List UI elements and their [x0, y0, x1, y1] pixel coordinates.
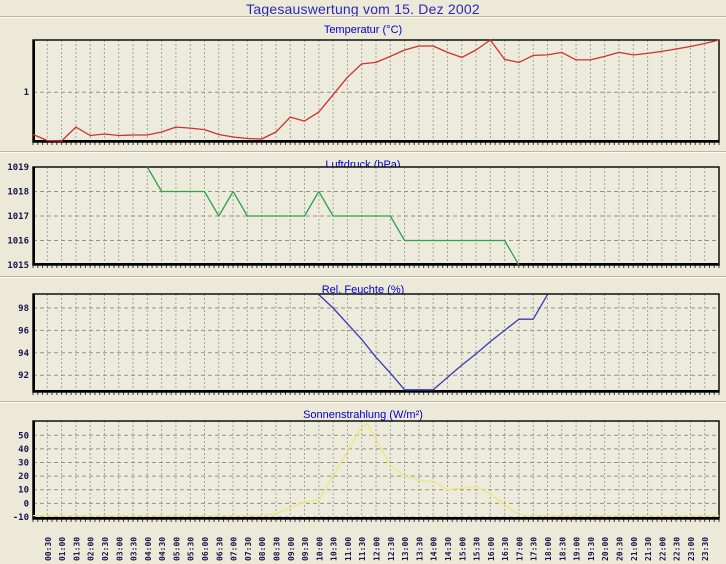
- sun-radiation-chart-plot: -10 0 10 20 30 40 50 00:30 01:00 01:30 02:00 02:30 0…: [13, 420, 720, 561]
- y-axis-tick-label: 40: [18, 445, 29, 455]
- x-axis-tick-label: 23:00: [687, 537, 696, 561]
- x-axis-tick-label: 13:30: [415, 537, 424, 561]
- x-axis-tick-label: 12:30: [387, 537, 396, 561]
- series-line: [32, 39, 720, 142]
- x-axis-tick-label: 05:30: [187, 537, 196, 561]
- y-axis-tick-label: 20: [18, 472, 29, 482]
- y-axis-tick-label: 1: [24, 88, 29, 98]
- x-axis-tick-label: 22:30: [673, 537, 682, 561]
- x-axis-tick-label: 01:00: [58, 537, 67, 561]
- x-axis-tick-label: 20:30: [615, 537, 624, 561]
- plot-area: [33, 40, 719, 142]
- x-axis-tick-label: 22:00: [658, 537, 667, 561]
- x-axis-tick-label: 07:00: [230, 537, 239, 561]
- series-line: [146, 166, 520, 266]
- x-axis-tick-label: 00:30: [44, 537, 53, 561]
- x-axis-tick-label: 10:30: [330, 537, 339, 561]
- pressure-chart-plot: 1015 1016 1017 1018 1019: [7, 163, 720, 271]
- y-axis-tick-label: 92: [18, 371, 29, 381]
- x-axis-tick-label: 19:30: [587, 537, 596, 561]
- chart-title-sun-radiation: Sonnenstrahlung (W/m²): [303, 409, 423, 421]
- chart-title-humidity: Rel. Feuchte (%): [321, 284, 405, 296]
- x-axis-tick-label: 08:30: [272, 537, 281, 561]
- y-axis-tick-label: 1015: [7, 261, 29, 271]
- x-axis-tick-label: 14:30: [444, 537, 453, 561]
- x-axis-tick-label: 21:00: [630, 537, 639, 561]
- x-axis-tick-label: 05:00: [172, 537, 181, 561]
- chart-title-temperature: Temperatur (°C): [323, 24, 403, 36]
- x-axis-tick-label: 09:00: [287, 537, 296, 561]
- x-axis-tick-label: 20:00: [601, 537, 610, 561]
- x-axis-tick-label: 09:30: [301, 537, 310, 561]
- x-axis-tick-label: 15:30: [473, 537, 482, 561]
- y-axis-tick-label: 1018: [7, 188, 29, 198]
- y-axis-tick-label: 30: [18, 459, 29, 469]
- y-axis-tick-label: 10: [18, 486, 29, 496]
- x-axis-tick-label: 04:00: [144, 537, 153, 561]
- x-axis-tick-label: 14:00: [430, 537, 439, 561]
- y-axis-tick-label: 1019: [7, 163, 29, 173]
- x-axis-tick-label: 01:30: [72, 537, 81, 561]
- x-axis-tick-label: 08:00: [258, 537, 267, 561]
- x-axis-tick-label: 15:00: [458, 537, 467, 561]
- x-axis-tick-label: 17:30: [530, 537, 539, 561]
- separator-line: [0, 276, 726, 278]
- x-axis-tick-label: 02:00: [87, 537, 96, 561]
- x-axis-tick-label: 11:00: [344, 537, 353, 561]
- page-title: Tagesauswertung vom 15. Dez 2002: [246, 1, 480, 17]
- x-axis-tick-label: 23:30: [701, 537, 710, 561]
- x-axis-tick-label: 18:00: [544, 537, 553, 561]
- x-axis-tick-label: 12:00: [373, 537, 382, 561]
- y-axis-tick-label: -10: [13, 513, 29, 523]
- x-axis-tick-label: 02:30: [101, 537, 110, 561]
- humidity-chart-plot: 92 94 96 98: [18, 293, 720, 395]
- x-axis-tick-label: 04:30: [158, 537, 167, 561]
- separator-line: [0, 16, 726, 18]
- x-axis-tick-label: 13:00: [401, 537, 410, 561]
- x-axis-tick-label: 03:30: [130, 537, 139, 561]
- x-axis-tick-label: 16:30: [501, 537, 510, 561]
- x-axis-tick-label: 03:00: [115, 537, 124, 561]
- y-axis-tick-label: 0: [24, 499, 29, 509]
- y-axis-tick-label: 94: [18, 349, 29, 359]
- x-axis-tick-label: 10:00: [315, 537, 324, 561]
- x-axis-tick-label: 11:30: [358, 537, 367, 561]
- x-axis-tick-label: 06:30: [215, 537, 224, 561]
- x-axis-tick-label: 16:00: [487, 537, 496, 561]
- x-axis-tick-label: 21:30: [644, 537, 653, 561]
- x-axis-tick-label: 06:00: [201, 537, 210, 561]
- x-axis-tick-label: 19:00: [573, 537, 582, 561]
- temperature-chart-plot: 1: [24, 39, 720, 145]
- x-axis-tick-label: 07:30: [244, 537, 253, 561]
- y-axis-tick-label: 96: [18, 326, 29, 336]
- y-axis-tick-label: 98: [18, 304, 29, 314]
- y-axis-tick-label: 50: [18, 431, 29, 441]
- y-axis-tick-label: 1016: [7, 237, 29, 247]
- series-line: [318, 294, 549, 391]
- x-axis-tick-label: 18:30: [558, 537, 567, 561]
- separator-line: [0, 401, 726, 403]
- separator-line: [0, 151, 726, 153]
- series-line: [33, 423, 719, 517]
- y-axis-tick-label: 1017: [7, 212, 29, 222]
- x-axis-tick-label: 17:00: [515, 537, 524, 561]
